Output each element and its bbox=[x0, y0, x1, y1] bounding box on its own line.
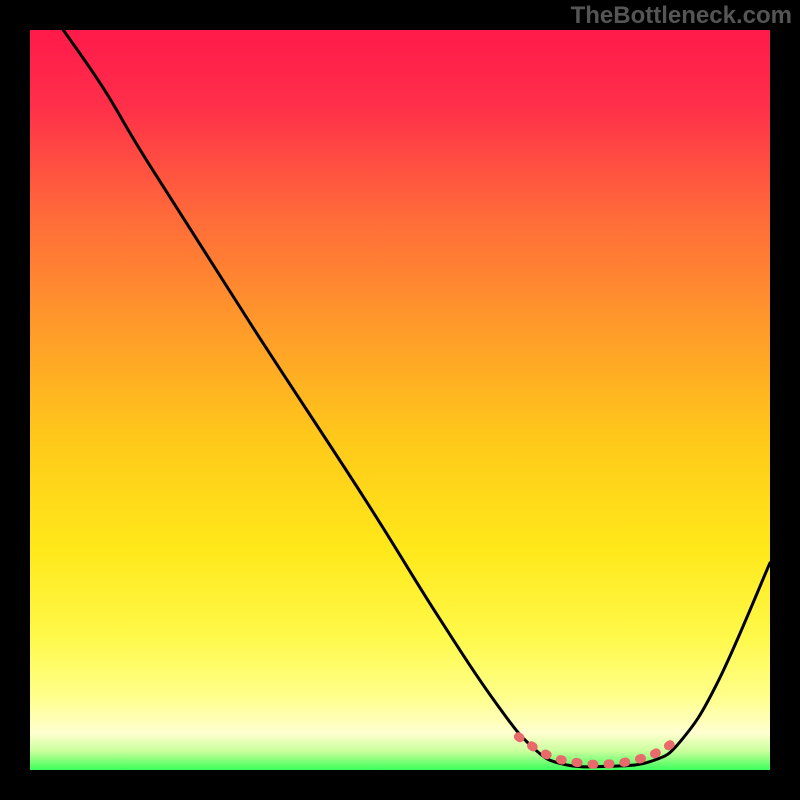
watermark-text: TheBottleneck.com bbox=[571, 2, 792, 30]
chart-container: TheBottleneck.com bbox=[0, 0, 800, 800]
bottleneck-chart bbox=[0, 0, 800, 800]
